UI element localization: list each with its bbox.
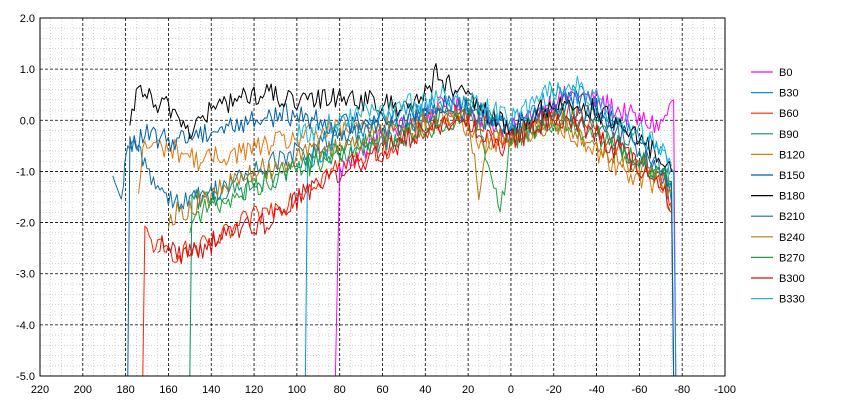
x-axis: 220 200 180 160 140 120 100 80 60 40 20 0 -20 -40 -60-… (31, 384, 736, 396)
series-layer (112, 63, 677, 377)
x-tick-label: 220 (31, 384, 49, 396)
y-tick-label: 0.0 (20, 115, 35, 127)
series-line-b330 (296, 75, 672, 167)
series-line-b270 (189, 110, 672, 234)
series-line-b150 (127, 87, 675, 377)
legend-label: B300 (779, 273, 805, 285)
x-tick-label: 20 (462, 384, 474, 396)
x-tick-label: 60 (376, 384, 388, 396)
x-tick-label: 140 (202, 384, 220, 396)
legend-item-b240: B240 (751, 232, 805, 244)
x-tick-label: 180 (116, 384, 134, 396)
x-tick-label: -40 (589, 384, 605, 396)
legend-item-b330: B330 (751, 294, 805, 306)
legend-label: B0 (779, 67, 792, 79)
plot-area (39, 17, 726, 377)
x-tick-label: 160 (159, 384, 177, 396)
legend-item-b90: B90 (751, 129, 799, 141)
y-axis: 2.0 1.0 0.0 -1.0 -2.0 -3.0 -4.0 -5.0 (16, 13, 35, 383)
legend-label: B240 (779, 232, 805, 244)
x-tick-label: 80 (334, 384, 346, 396)
y-tick-label: 1.0 (20, 64, 35, 76)
legend-item-b300: B300 (751, 273, 805, 285)
legend-item-b180: B180 (751, 191, 805, 203)
legend-item-b0: B0 (751, 67, 792, 79)
legend-label: B180 (779, 191, 805, 203)
legend-label: B270 (779, 252, 805, 264)
x-tick-label: 40 (419, 384, 431, 396)
legend-item-b150: B150 (751, 170, 805, 182)
legend-item-b30: B30 (751, 88, 799, 100)
x-tick-label: 0 (508, 384, 514, 396)
y-tick-label: 2.0 (20, 13, 35, 25)
plot-border (39, 17, 726, 377)
y-tick-label: -1.0 (16, 166, 35, 178)
x-tick-label: -20 (546, 384, 562, 396)
series-line-b210 (112, 100, 672, 210)
legend-item-b60: B60 (751, 108, 799, 120)
legend-label: B30 (779, 88, 799, 100)
legend-label: B120 (779, 149, 805, 161)
legend: B0 B30 B60 B90 B120 B150 B180 B210 B240 B270 B300 B… (751, 67, 805, 306)
x-tick-label: 120 (245, 384, 263, 396)
series-line-b60 (142, 104, 675, 377)
y-tick-label: -5.0 (16, 371, 35, 383)
x-tick-label: 200 (74, 384, 92, 396)
series-line-b300 (157, 110, 672, 264)
legend-item-b120: B120 (751, 149, 805, 161)
legend-item-b270: B270 (751, 252, 805, 264)
legend-label: B330 (779, 294, 805, 306)
x-tick-label: -100 (714, 384, 736, 396)
legend-label: B60 (779, 108, 799, 120)
legend-label: B150 (779, 170, 805, 182)
x-tick-label: 100 (288, 384, 306, 396)
y-tick-label: -4.0 (16, 320, 35, 332)
x-tick-label: -60 (631, 384, 647, 396)
legend-item-b210: B210 (751, 211, 805, 223)
x-tick-label: -80 (674, 384, 690, 396)
plot-frame (40, 18, 725, 376)
legend-label: B90 (779, 129, 799, 141)
y-tick-label: -3.0 (16, 269, 35, 281)
y-tick-label: -2.0 (16, 218, 35, 230)
legend-label: B210 (779, 211, 805, 223)
